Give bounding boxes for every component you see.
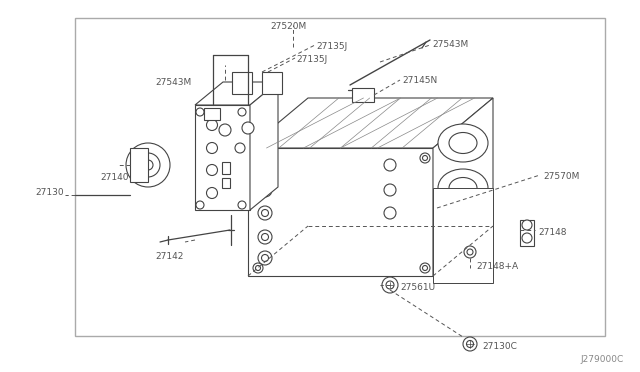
Bar — [232, 72, 252, 94]
Circle shape — [207, 164, 218, 176]
Circle shape — [386, 281, 394, 289]
Ellipse shape — [449, 132, 477, 154]
Text: 27135J: 27135J — [316, 42, 348, 51]
Circle shape — [258, 251, 272, 265]
Polygon shape — [250, 82, 278, 210]
Circle shape — [207, 142, 218, 154]
Circle shape — [207, 187, 218, 199]
Circle shape — [384, 184, 396, 196]
Circle shape — [238, 108, 246, 116]
Circle shape — [262, 234, 269, 241]
Polygon shape — [248, 148, 433, 276]
Circle shape — [242, 122, 254, 134]
Circle shape — [262, 161, 269, 169]
Circle shape — [262, 186, 269, 193]
Text: 27543M: 27543M — [432, 40, 468, 49]
Circle shape — [253, 263, 263, 273]
Ellipse shape — [438, 169, 488, 207]
Text: 27148+A: 27148+A — [476, 262, 518, 271]
Text: 27130: 27130 — [35, 188, 63, 197]
Circle shape — [420, 263, 430, 273]
Ellipse shape — [438, 124, 488, 162]
Circle shape — [219, 124, 231, 136]
Text: 27148: 27148 — [538, 228, 566, 237]
Bar — [352, 88, 374, 102]
Circle shape — [258, 230, 272, 244]
Bar — [75, 18, 605, 336]
Circle shape — [207, 119, 218, 131]
Circle shape — [463, 337, 477, 351]
Circle shape — [258, 206, 272, 220]
Circle shape — [420, 153, 430, 163]
Circle shape — [384, 159, 396, 171]
Circle shape — [196, 108, 204, 116]
Text: 27520M: 27520M — [270, 22, 307, 31]
Bar — [433, 188, 493, 283]
Circle shape — [258, 183, 272, 197]
Polygon shape — [195, 105, 250, 210]
Bar — [222, 178, 230, 188]
Circle shape — [136, 153, 160, 177]
Circle shape — [126, 143, 170, 187]
Circle shape — [262, 254, 269, 262]
Polygon shape — [195, 82, 278, 105]
Text: 27142: 27142 — [155, 252, 184, 261]
Text: 27135J: 27135J — [296, 55, 327, 64]
Bar — [520, 220, 534, 246]
Circle shape — [384, 207, 396, 219]
Circle shape — [235, 143, 245, 153]
Bar — [222, 162, 230, 174]
Text: 27561U: 27561U — [400, 283, 435, 292]
Circle shape — [262, 209, 269, 217]
Circle shape — [464, 246, 476, 258]
Circle shape — [238, 201, 246, 209]
Text: J279000C: J279000C — [580, 355, 623, 364]
Text: 27145N: 27145N — [402, 76, 437, 85]
Text: 27543M: 27543M — [155, 78, 191, 87]
Text: 27140: 27140 — [100, 173, 129, 182]
Circle shape — [382, 277, 398, 293]
Bar — [262, 72, 282, 94]
Ellipse shape — [449, 177, 477, 199]
Circle shape — [522, 220, 532, 230]
Polygon shape — [433, 98, 493, 276]
Text: 27130C: 27130C — [482, 342, 517, 351]
Bar — [130, 148, 148, 182]
Polygon shape — [248, 98, 493, 148]
Text: 27570M: 27570M — [543, 172, 579, 181]
Circle shape — [253, 153, 263, 163]
Circle shape — [196, 201, 204, 209]
Circle shape — [467, 340, 474, 347]
Circle shape — [143, 160, 153, 170]
Bar — [204, 108, 220, 120]
Circle shape — [258, 158, 272, 172]
Circle shape — [522, 233, 532, 243]
